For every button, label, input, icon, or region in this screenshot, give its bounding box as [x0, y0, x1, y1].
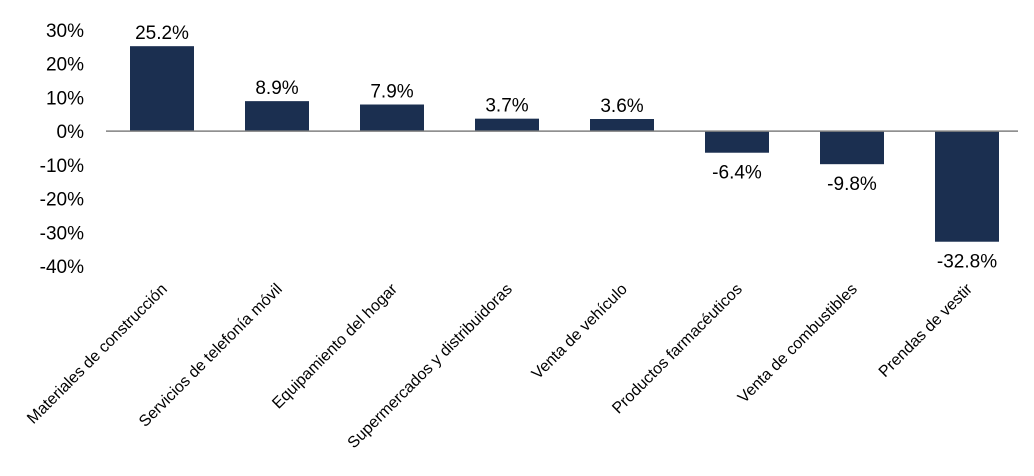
- y-axis: 30% 20% 10% 0% -10% -20% -30% -40%: [40, 21, 84, 278]
- data-label: 3.6%: [600, 96, 643, 117]
- bar: [935, 131, 999, 242]
- data-label: -32.8%: [937, 252, 997, 273]
- category-label: Prendas de vestir: [876, 280, 977, 381]
- data-label: 25.2%: [135, 23, 189, 44]
- data-label: -6.4%: [712, 163, 762, 184]
- y-tick-label: 10%: [46, 88, 84, 109]
- bar: [475, 118, 539, 132]
- y-tick-label: -20%: [40, 190, 84, 211]
- data-label: -9.8%: [827, 174, 877, 195]
- bar: [245, 101, 309, 132]
- y-tick-label: -10%: [40, 156, 84, 177]
- bar: [820, 131, 884, 165]
- y-tick-label: 0%: [57, 122, 85, 143]
- data-label: 3.7%: [485, 96, 528, 117]
- bar: [590, 119, 654, 132]
- bars: [130, 46, 999, 242]
- bar: [130, 46, 194, 132]
- y-tick-label: -40%: [40, 257, 84, 278]
- category-label: Venta de vehículo: [529, 281, 631, 383]
- y-tick-label: 20%: [46, 55, 84, 76]
- bar: [360, 104, 424, 132]
- category-label: Venta de combustibles: [735, 281, 861, 407]
- data-labels: 25.2% 8.9% 7.9% 3.7% 3.6% -6.4% -9.8% -32.8%: [135, 23, 997, 273]
- y-tick-label: -30%: [40, 223, 84, 244]
- bar: [705, 131, 769, 153]
- category-label: Productos farmacéuticos: [609, 281, 746, 418]
- y-tick-label: 30%: [46, 21, 84, 42]
- data-label: 7.9%: [370, 82, 413, 103]
- category-label: Equipamiento del hogar: [269, 280, 401, 412]
- data-label: 8.9%: [255, 78, 298, 99]
